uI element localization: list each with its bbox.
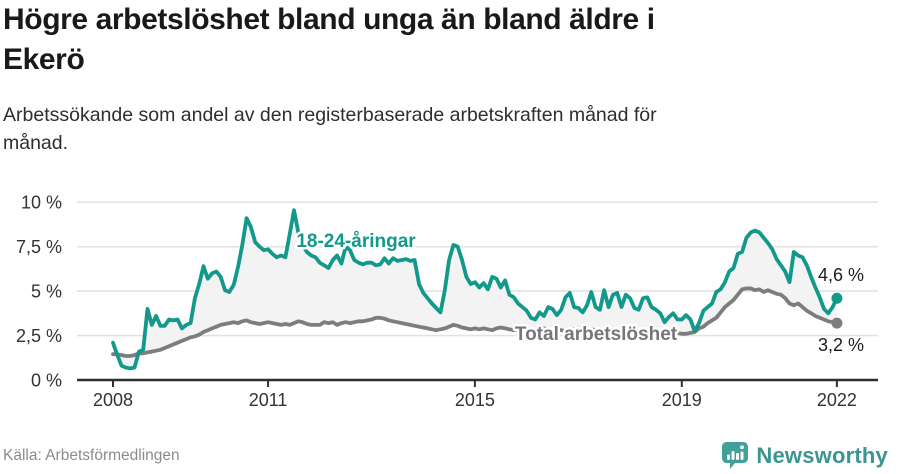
x-tick-label-2022: 2022 — [817, 390, 857, 410]
x-tick-label-2015: 2015 — [455, 390, 495, 410]
series-label-total: Total arbetslöshet — [515, 324, 678, 345]
y-tick-7-5: 7,5 % — [16, 237, 62, 257]
chart-subtitle-line2: månad. — [3, 131, 69, 154]
y-tick-5: 5 % — [31, 282, 62, 302]
line-18-24-year-olds — [111, 208, 839, 371]
end-value-label-total: 3,2 % — [818, 335, 864, 355]
series-label-18-24: 18-24-åringar — [296, 231, 416, 252]
y-tick-0: 0 % — [31, 371, 62, 391]
endpoint-dot-total — [831, 317, 843, 329]
line-chart: 10 % 7,5 % 5 % 2,5 % 0 % 2008 2011 2015 … — [16, 193, 878, 410]
y-tick-2-5: 2,5 % — [16, 326, 62, 346]
endpoint-dot-18-24 — [831, 292, 843, 304]
newsworthy-speech-bubble-bar-chart-icon — [722, 442, 749, 469]
y-tick-10: 10 % — [21, 193, 62, 213]
line-total-unemployment — [111, 286, 839, 358]
x-tick-label-2008: 2008 — [93, 390, 133, 410]
chart-subtitle-line1: Arbetssökande som andel av den registerb… — [3, 104, 657, 126]
x-tick-label-2019: 2019 — [662, 390, 702, 410]
chart-subtitle: Arbetssökande som andel av den registerb… — [3, 102, 863, 157]
chart-title-line2: Ekerö — [3, 43, 85, 76]
newsworthy-logo: Newsworthy — [721, 441, 888, 471]
x-tick-label-2011: 2011 — [249, 390, 288, 410]
source-attribution: Källa: Arbetsförmedlingen — [3, 447, 180, 464]
chart-title: Högre arbetslöshet bland unga än bland ä… — [3, 0, 887, 80]
area-between-lines — [113, 210, 837, 369]
end-value-label-18-24: 4,6 % — [818, 265, 864, 285]
chart-title-line1: Högre arbetslöshet bland unga än bland ä… — [3, 3, 655, 36]
newsworthy-logo-text: Newsworthy — [756, 443, 888, 468]
